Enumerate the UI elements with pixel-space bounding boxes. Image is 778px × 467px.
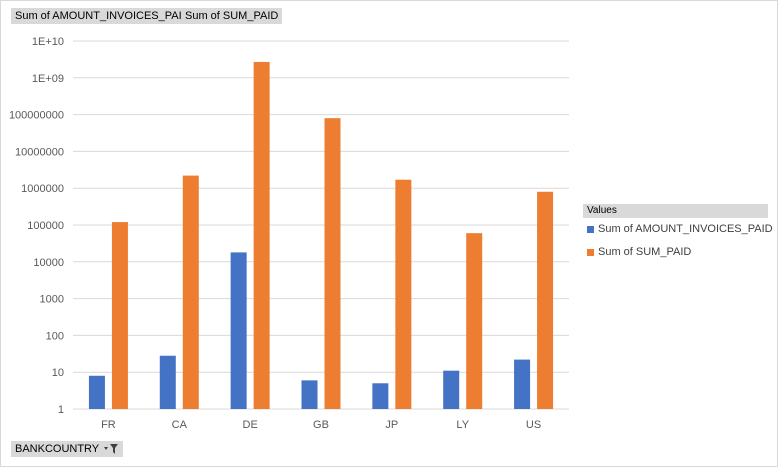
y-tick-label: 100: [46, 330, 64, 342]
y-tick-label: 10000: [33, 257, 64, 269]
filter-dropdown-icon[interactable]: [103, 443, 119, 455]
legend-label: Sum of AMOUNT_INVOICES_PAID: [598, 223, 773, 235]
y-tick-label: 10000000: [15, 146, 64, 158]
legend-swatch: [587, 249, 594, 256]
bar: [301, 380, 318, 409]
x-tick-label: US: [526, 419, 541, 431]
y-tick-label: 1E+09: [32, 73, 64, 85]
x-tick-label: CA: [172, 419, 188, 431]
legend-label: Sum of SUM_PAID: [598, 246, 692, 258]
x-tick-label: LY: [456, 419, 469, 431]
series-field-button-sum-paid[interactable]: Sum of SUM_PAID: [181, 8, 283, 24]
legend-item-sum-paid[interactable]: Sum of SUM_PAID: [583, 241, 768, 264]
bar: [514, 359, 531, 409]
y-tick-label: 1E+10: [32, 36, 64, 48]
axis-field-label: BANKCOUNTRY: [15, 443, 100, 455]
y-tick-label: 100000: [27, 220, 64, 232]
x-tick-label: GB: [313, 419, 329, 431]
legend-swatch: [587, 226, 594, 233]
bar: [372, 383, 389, 409]
legend: Values Sum of AMOUNT_INVOICES_PAID Sum o…: [583, 204, 773, 264]
bar: [111, 222, 128, 409]
bar: [88, 375, 105, 409]
bar: [466, 233, 483, 409]
y-tick-label: 1000: [40, 294, 64, 306]
y-tick-label: 1: [58, 404, 64, 416]
x-tick-label: FR: [101, 419, 116, 431]
bar: [253, 61, 270, 409]
bar: [159, 355, 176, 409]
y-tick-label: 1000000: [21, 183, 64, 195]
bar: [537, 191, 554, 409]
series-field-button-amount-invoices-paid[interactable]: Sum of AMOUNT_INVOICES_PAID: [11, 8, 194, 24]
bar: [443, 370, 460, 409]
axis-field-button-bankcountry[interactable]: BANKCOUNTRY: [11, 441, 124, 457]
bar: [395, 179, 412, 409]
bar: [324, 118, 341, 409]
legend-title[interactable]: Values: [583, 204, 768, 218]
x-tick-label: DE: [243, 419, 258, 431]
y-tick-label: 100000000: [9, 110, 64, 122]
bar: [230, 252, 247, 409]
legend-item-amount-invoices-paid[interactable]: Sum of AMOUNT_INVOICES_PAID: [583, 218, 773, 241]
y-tick-label: 10: [52, 367, 64, 379]
x-tick-label: JP: [385, 419, 398, 431]
bar: [182, 175, 199, 409]
